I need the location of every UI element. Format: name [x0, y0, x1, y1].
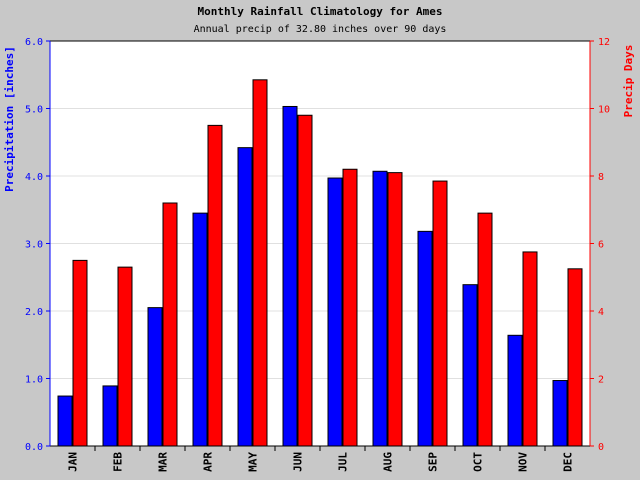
precip-bar-mar — [147, 307, 163, 447]
precip-bar-dec — [552, 380, 568, 447]
x-tick-label-jun: JUN — [292, 452, 305, 472]
precip-bar-jun — [282, 105, 298, 447]
precip-bar-apr — [192, 212, 208, 447]
days-bar-sep — [432, 180, 448, 447]
days-bar-nov — [522, 251, 538, 447]
days-bar-oct — [477, 212, 493, 447]
left-tick-label: 5.0 — [25, 105, 43, 116]
precip-bar-nov — [507, 334, 523, 447]
right-tick-label: 0 — [598, 442, 604, 453]
x-tick-label-nov: NOV — [517, 452, 530, 472]
left-tick-label: 1.0 — [25, 375, 43, 386]
precip-bar-sep — [417, 230, 433, 447]
precip-bar-feb — [102, 385, 118, 447]
right-tick-label: 6 — [598, 240, 604, 251]
x-tick-label-feb: FEB — [112, 452, 125, 472]
precip-bar-oct — [462, 284, 478, 447]
x-tick-label-mar: MAR — [157, 452, 170, 472]
left-tick-label: 0.0 — [25, 442, 43, 453]
x-tick-label-apr: APR — [202, 452, 215, 472]
right-tick-label: 2 — [598, 375, 604, 386]
right-tick-label: 10 — [598, 105, 610, 116]
x-tick-label-oct: OCT — [472, 452, 485, 472]
days-bar-dec — [567, 268, 583, 447]
left-tick-label: 2.0 — [25, 307, 43, 318]
x-tick-label-jul: JUL — [337, 452, 350, 472]
days-bar-apr — [207, 124, 223, 447]
days-bar-may — [252, 79, 268, 447]
days-bar-mar — [162, 202, 178, 447]
days-bar-feb — [117, 266, 133, 447]
days-bar-aug — [387, 172, 403, 447]
precip-bar-jan — [57, 395, 73, 447]
days-bar-jan — [72, 259, 88, 447]
precip-bar-may — [237, 147, 253, 447]
precip-bar-jul — [327, 177, 343, 447]
x-tick-label-may: MAY — [247, 452, 260, 472]
days-bar-jun — [297, 114, 313, 447]
x-tick-label-jan: JAN — [67, 452, 80, 472]
x-tick-label-dec: DEC — [562, 452, 575, 472]
left-axis-label: Precipitation [inches] — [3, 46, 16, 192]
chart-subtitle: Annual precip of 32.80 inches over 90 da… — [194, 24, 447, 35]
x-tick-label-aug: AUG — [382, 452, 395, 472]
precip-bar-aug — [372, 170, 388, 447]
bars — [57, 79, 583, 447]
right-tick-label: 8 — [598, 172, 604, 183]
left-tick-label: 6.0 — [25, 37, 43, 48]
right-tick-label: 12 — [598, 37, 610, 48]
right-axis-label: Precip Days — [622, 45, 635, 118]
left-tick-label: 4.0 — [25, 172, 43, 183]
axes: JAN FEB MAR APR MAY JUN JUL AUG SEP OCT NOV DEC 0.0 1… — [25, 37, 610, 472]
days-bar-jul — [342, 168, 358, 447]
left-tick-label: 3.0 — [25, 240, 43, 251]
right-tick-label: 4 — [598, 307, 604, 318]
chart-title: Monthly Rainfall Climatology for Ames — [197, 5, 442, 18]
x-tick-label-sep: SEP — [427, 452, 440, 472]
